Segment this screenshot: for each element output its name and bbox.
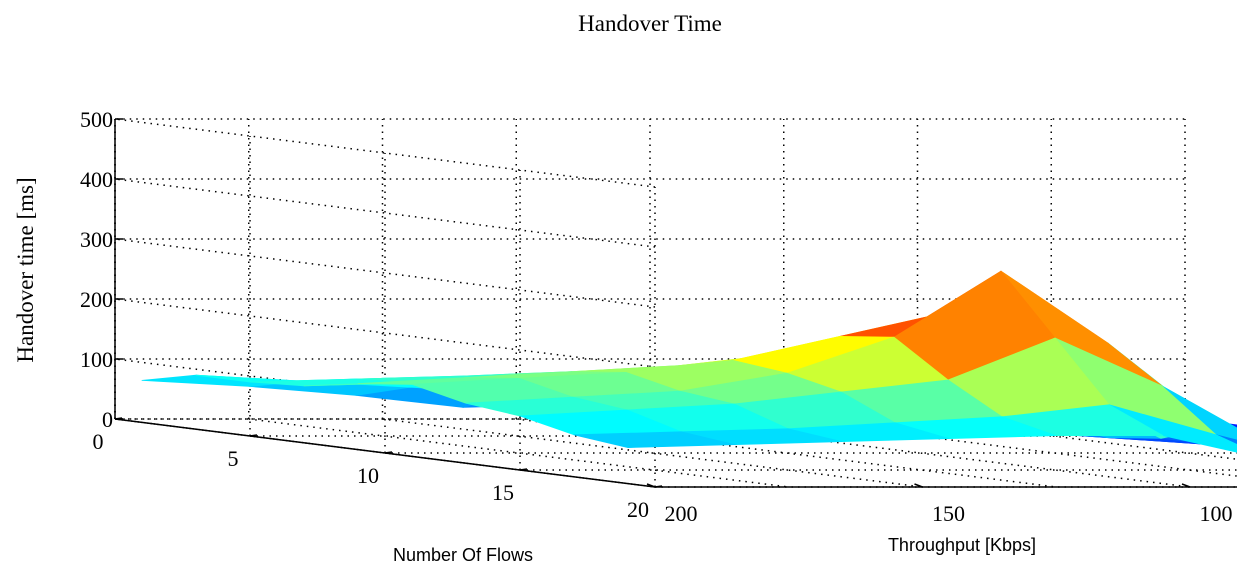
x-tick-label: 0 — [93, 429, 104, 454]
x-tick-mark — [384, 451, 393, 454]
z-tick-label: 0 — [102, 407, 113, 432]
z-tick-label: 100 — [80, 347, 113, 372]
chart-title: Handover Time — [578, 11, 722, 36]
x-tick-mark — [519, 468, 528, 471]
x-tick-label: 20 — [627, 497, 649, 522]
z-tick-label: 300 — [80, 227, 113, 252]
x-tick-mark — [249, 434, 258, 437]
axes-lines — [114, 118, 1237, 488]
x-tick-label: 15 — [492, 480, 514, 505]
y-tick-label: 100 — [1200, 501, 1233, 526]
y-tick-label: 150 — [932, 501, 965, 526]
y-tick-mark — [1181, 483, 1191, 488]
surface-mesh — [141, 270, 1237, 453]
tick-labels: 010020030040050005101520050100150200 — [80, 107, 1233, 526]
x-tick-mark — [654, 485, 663, 488]
z-axis-label: Handover time [ms] — [13, 177, 38, 362]
x-axis-label: Number Of Flows — [393, 545, 533, 565]
x-tick-mark — [114, 417, 123, 420]
surface-patch — [573, 431, 736, 449]
z-tick-label: 400 — [80, 167, 113, 192]
x-tick-label: 5 — [228, 446, 239, 471]
y-tick-mark — [914, 483, 923, 488]
y-axis-label: Throughput [Kbps] — [888, 535, 1036, 555]
y-tick-label: 200 — [665, 501, 698, 526]
z-tick-label: 200 — [80, 287, 113, 312]
z-tick-label: 500 — [80, 107, 113, 132]
y-tick-mark — [646, 483, 656, 488]
x-tick-label: 10 — [357, 463, 379, 488]
